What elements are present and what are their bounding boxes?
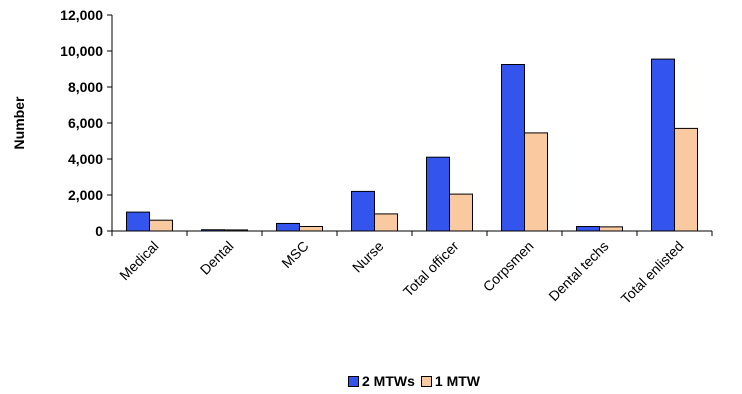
- x-tick-label: Dental: [197, 238, 237, 278]
- legend-label-1-mtw: 1 MTW: [434, 373, 480, 389]
- bar-1-mtw: [224, 229, 248, 232]
- bar-1-mtw: [599, 226, 623, 232]
- bar-2-mtws: [651, 58, 675, 232]
- bar-2-mtws: [126, 211, 150, 232]
- y-tick-label: 2,000: [68, 187, 103, 203]
- legend-item-1-mtw: 1 MTW: [420, 373, 480, 389]
- x-tick-label: Medical: [116, 238, 161, 283]
- y-tick-label: 10,000: [60, 43, 103, 59]
- bar-2-mtws: [426, 156, 450, 232]
- x-tick-label: Corpsmen: [480, 238, 537, 295]
- y-tick-label: 12,000: [60, 7, 103, 23]
- y-tick-label: 0: [95, 223, 103, 239]
- x-tick-label: Dental techs: [545, 238, 611, 304]
- y-axis-label: Number: [11, 96, 27, 149]
- y-tick-label: 4,000: [68, 151, 103, 167]
- bar-2-mtws: [276, 222, 300, 232]
- y-tick-labels: 0 2,000 4,000 6,000 8,000 10,000 12,000: [60, 7, 103, 239]
- bar-2-mtws: [351, 190, 375, 232]
- bar-1-mtw: [374, 213, 398, 232]
- bar-2-mtws: [201, 229, 225, 232]
- legend-item-2-mtws: 2 MTWs: [348, 373, 415, 389]
- legend: 2 MTWs 1 MTW: [348, 373, 486, 389]
- legend-label-2-mtws: 2 MTWs: [362, 373, 415, 389]
- bar-1-mtw: [524, 132, 548, 232]
- x-tick-label: Total officer: [400, 238, 462, 300]
- x-tick-label: Total enlisted: [618, 238, 687, 307]
- axes: [107, 14, 713, 236]
- bars: [126, 58, 698, 232]
- x-tick-labels: Medical Dental MSC Nurse Total officer Corpsm…: [116, 238, 686, 307]
- bar-2-mtws: [576, 226, 600, 232]
- x-tick-label: Nurse: [349, 238, 387, 276]
- bar-1-mtw: [299, 226, 323, 232]
- y-tick-label: 8,000: [68, 79, 103, 95]
- x-tick-label: MSC: [278, 238, 311, 271]
- bar-2-mtws: [501, 64, 525, 232]
- legend-swatch-2-mtws: [348, 375, 359, 387]
- legend-swatch-1-mtw: [420, 375, 432, 387]
- bar-1-mtw: [149, 219, 173, 232]
- bar-1-mtw: [674, 127, 698, 232]
- y-tick-label: 6,000: [68, 115, 103, 131]
- bar-1-mtw: [449, 193, 473, 232]
